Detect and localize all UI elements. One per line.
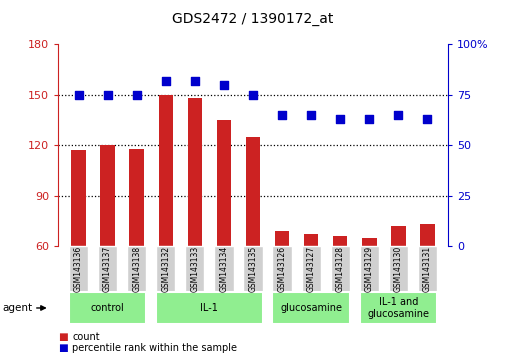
Text: GSM143129: GSM143129 xyxy=(364,246,373,292)
Bar xyxy=(304,234,318,347)
Text: percentile rank within the sample: percentile rank within the sample xyxy=(72,343,237,353)
Text: GSM143137: GSM143137 xyxy=(103,246,112,292)
Bar xyxy=(245,137,260,347)
Text: count: count xyxy=(72,332,100,342)
Point xyxy=(190,78,198,84)
Point xyxy=(423,116,431,122)
Text: GSM143130: GSM143130 xyxy=(393,246,402,292)
Point xyxy=(335,116,343,122)
Point xyxy=(277,112,285,118)
Text: GSM143128: GSM143128 xyxy=(335,246,344,292)
Text: GSM143136: GSM143136 xyxy=(74,246,83,292)
Bar xyxy=(158,95,173,347)
Text: GSM143134: GSM143134 xyxy=(219,246,228,292)
Point xyxy=(162,78,170,84)
Text: ■: ■ xyxy=(58,343,68,353)
Text: GSM143135: GSM143135 xyxy=(248,246,257,292)
Bar xyxy=(419,224,434,347)
Bar xyxy=(390,226,405,347)
Text: IL-1 and
glucosamine: IL-1 and glucosamine xyxy=(367,297,429,319)
Text: ■: ■ xyxy=(58,332,68,342)
Bar xyxy=(332,236,347,347)
Bar xyxy=(274,231,289,347)
Text: agent: agent xyxy=(3,303,33,313)
Bar xyxy=(100,145,115,347)
Text: GSM143133: GSM143133 xyxy=(190,246,199,292)
Bar xyxy=(129,149,144,347)
Point xyxy=(104,92,112,97)
Point xyxy=(132,92,140,97)
Point xyxy=(220,82,228,87)
Bar xyxy=(187,98,201,347)
Text: IL-1: IL-1 xyxy=(200,303,218,313)
Bar xyxy=(216,120,231,347)
Text: GSM143127: GSM143127 xyxy=(306,246,315,292)
Point xyxy=(248,92,257,97)
Text: GSM143132: GSM143132 xyxy=(161,246,170,292)
Text: GDS2472 / 1390172_at: GDS2472 / 1390172_at xyxy=(172,12,333,27)
Text: GSM143126: GSM143126 xyxy=(277,246,286,292)
Bar xyxy=(71,150,86,347)
Text: GSM143131: GSM143131 xyxy=(422,246,431,292)
Text: GSM143138: GSM143138 xyxy=(132,246,141,292)
Text: control: control xyxy=(90,303,124,313)
Bar xyxy=(361,238,376,347)
Point xyxy=(393,112,401,118)
Point xyxy=(74,92,82,97)
Point xyxy=(365,116,373,122)
Point xyxy=(307,112,315,118)
Text: glucosamine: glucosamine xyxy=(280,303,341,313)
